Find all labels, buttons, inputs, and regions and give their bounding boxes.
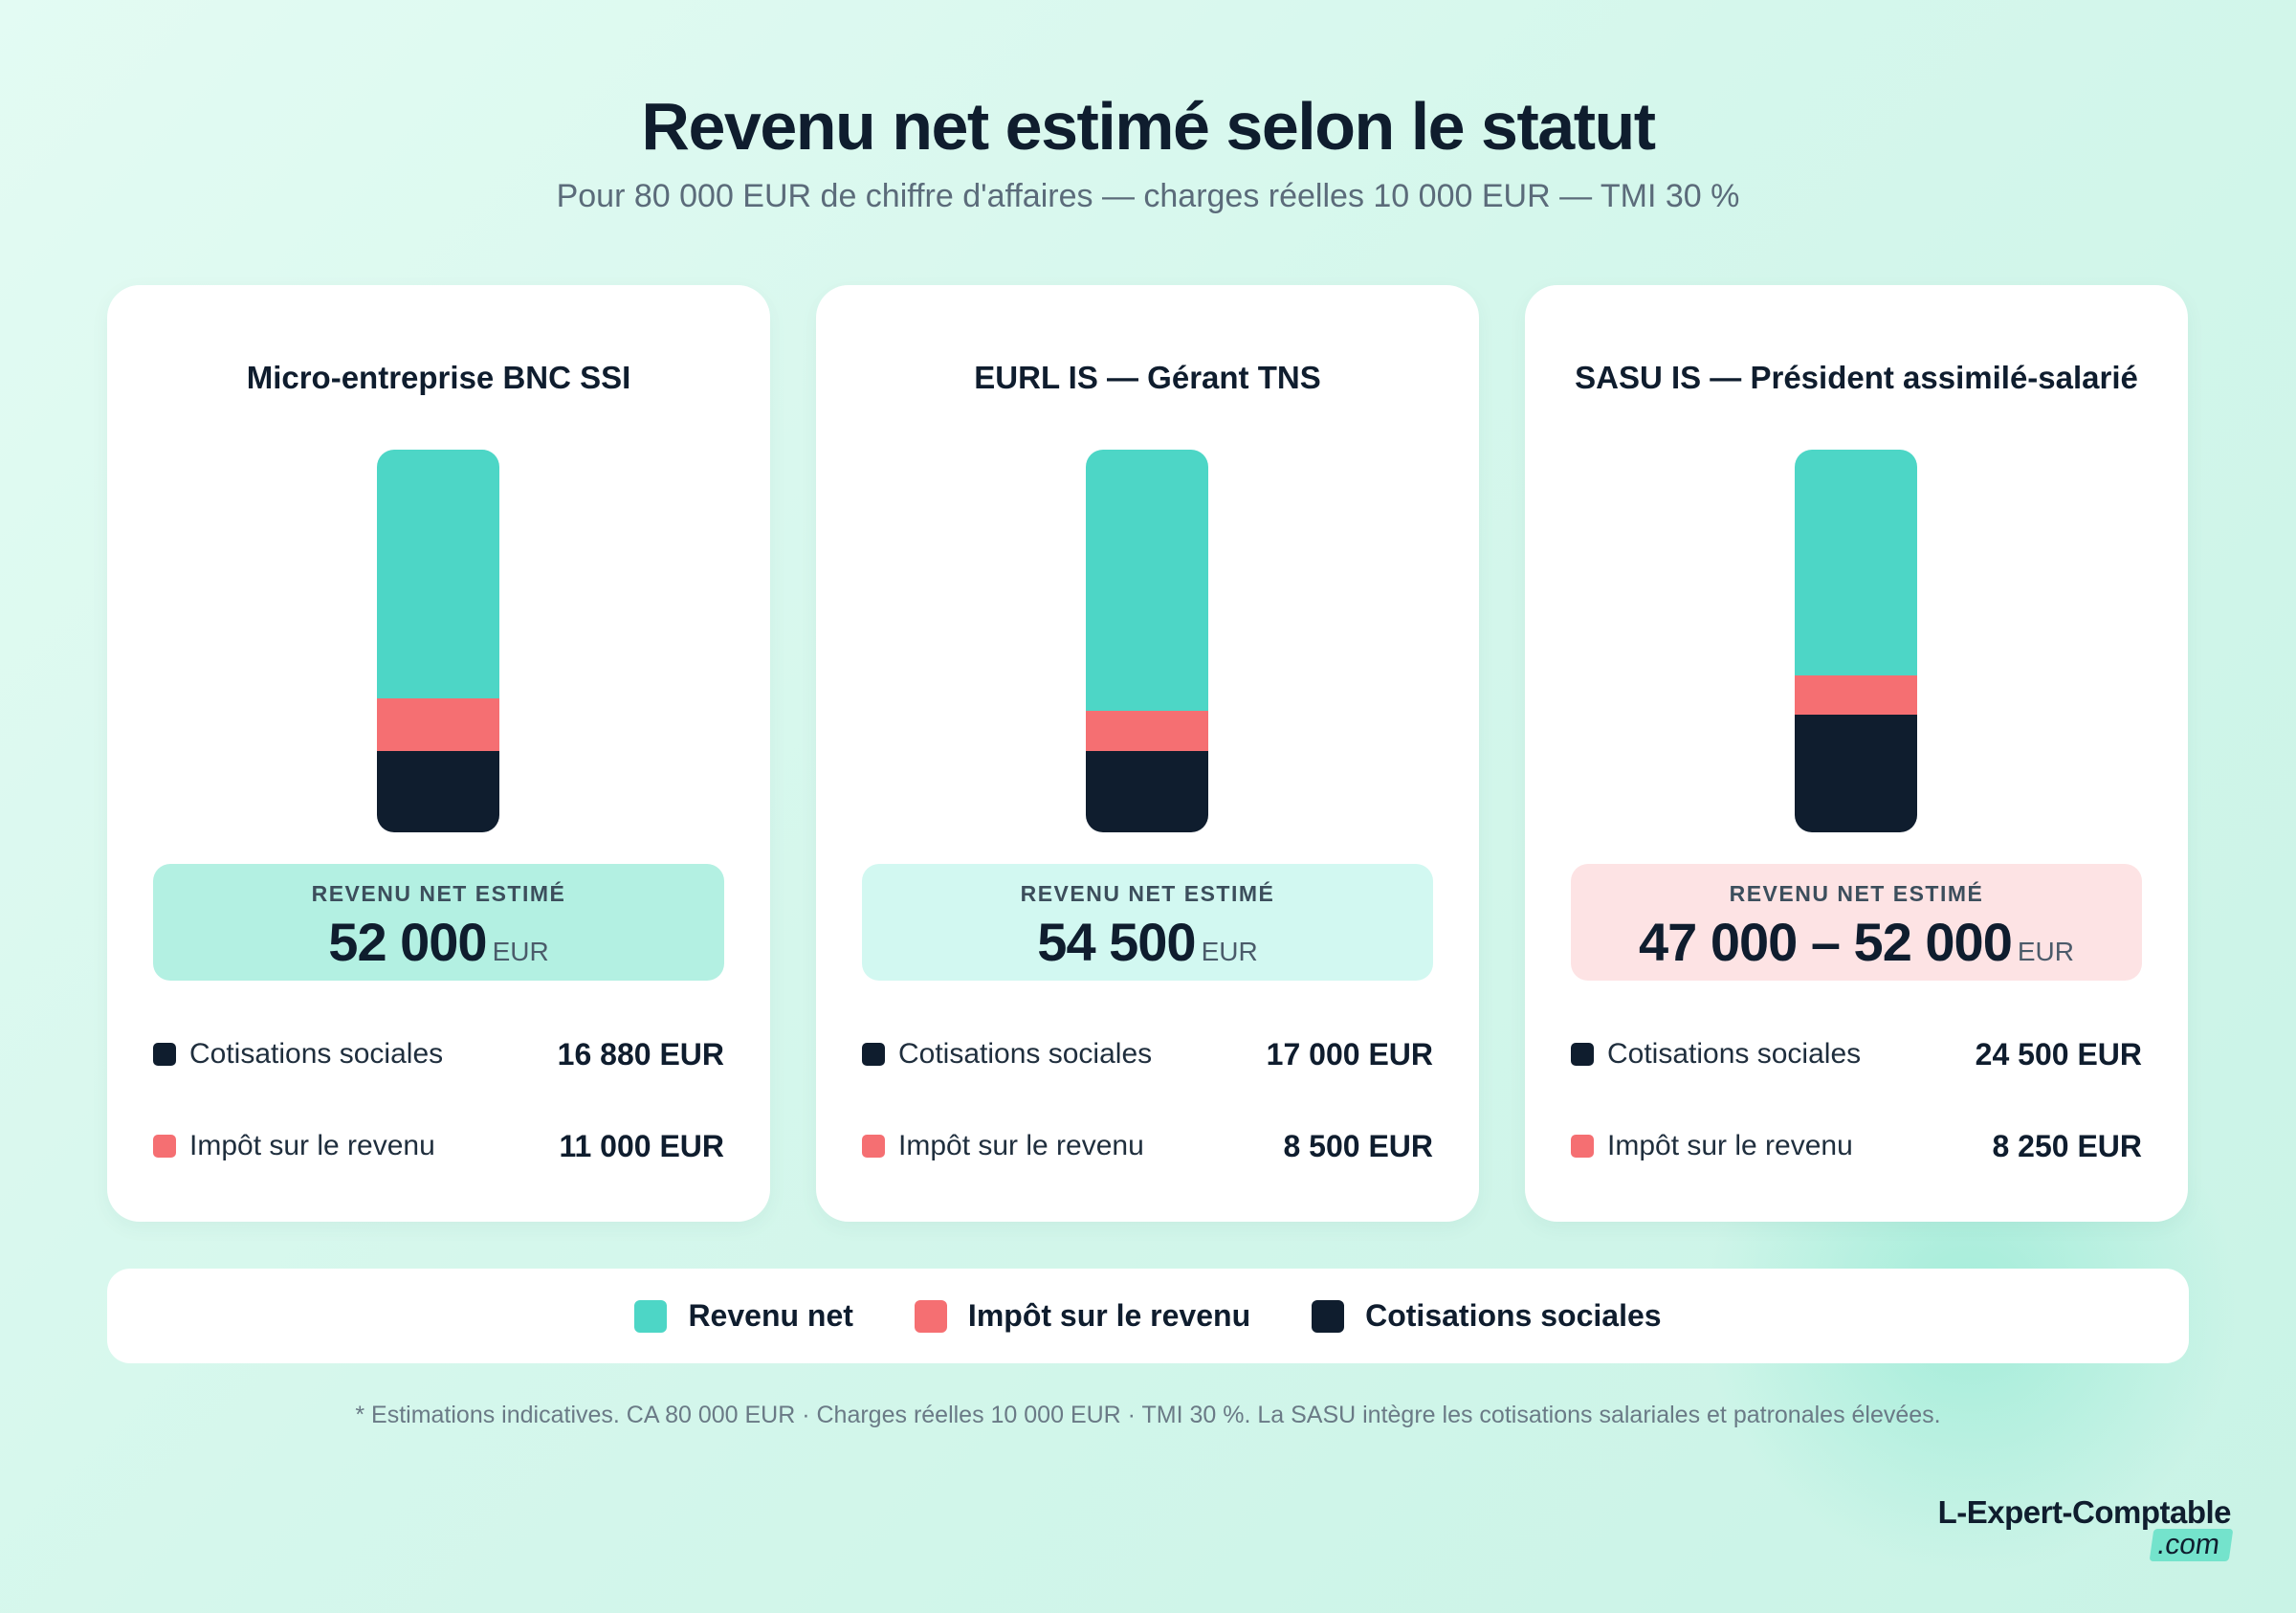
impot-row: Impôt sur le revenu 11 000 EUR <box>153 1125 724 1167</box>
impot-row: Impôt sur le revenu 8 500 EUR <box>862 1125 1433 1167</box>
legend-label-impot: Impôt sur le revenu <box>967 1298 1251 1333</box>
card-title: EURL IS — Gérant TNS <box>974 360 1321 395</box>
net-revenue-label: REVENU NET ESTIMÉ <box>311 881 566 906</box>
legend-label-cotisations: Cotisations sociales <box>1365 1298 1662 1333</box>
impot-label: Impôt sur le revenu <box>189 1130 435 1161</box>
cotisations-value: 17 000 EUR <box>1266 1036 1433 1072</box>
stacked-bar <box>377 450 499 832</box>
bar-segment-cotisations <box>377 751 499 832</box>
impot-value: 8 250 EUR <box>1992 1128 2142 1163</box>
chart-legend: Revenu net Impôt sur le revenu Cotisatio… <box>107 1269 2189 1363</box>
bar-segment-revenu-net <box>377 450 499 699</box>
net-revenue-box: REVENU NET ESTIMÉ 47 000 – 52 000 EUR <box>1571 864 2142 981</box>
bar-segment-revenu-net <box>1086 450 1208 711</box>
net-revenue-unit: EUR <box>492 937 549 966</box>
page-title: Revenu net estimé selon le statut <box>641 89 1656 164</box>
impot-value: 11 000 EUR <box>559 1128 724 1163</box>
cotisations-swatch <box>153 1043 176 1066</box>
impot-value: 8 500 EUR <box>1283 1128 1433 1163</box>
brand-suffix: .com <box>2149 1529 2234 1561</box>
status-card-micro: Micro-entreprise BNC SSI REVENU NET ESTI… <box>107 285 770 1222</box>
bar-segment-impot <box>1086 710 1208 751</box>
net-revenue-unit: EUR <box>1201 937 1258 966</box>
cotisations-value: 16 880 EUR <box>557 1036 724 1072</box>
legend-swatch-impot <box>914 1299 947 1333</box>
legend-swatch-cotisations <box>1312 1299 1345 1333</box>
cotisations-label: Cotisations sociales <box>898 1038 1153 1070</box>
brand-name: L-Expert-Comptable <box>1937 1494 2232 1530</box>
cotisations-label: Cotisations sociales <box>1607 1038 1862 1070</box>
net-revenue-value: 47 000 – 52 000 <box>1639 912 2013 972</box>
impot-label: Impôt sur le revenu <box>1607 1130 1853 1161</box>
page-subtitle: Pour 80 000 EUR de chiffre d'affaires — … <box>556 178 1740 214</box>
cotisations-swatch <box>862 1043 885 1066</box>
cotisations-row: Cotisations sociales 16 880 EUR <box>153 1033 724 1075</box>
net-revenue-unit: EUR <box>2017 937 2074 966</box>
impot-label: Impôt sur le revenu <box>898 1130 1144 1161</box>
stacked-bar <box>1795 450 1917 832</box>
legend-swatch-revenu-net <box>634 1299 668 1333</box>
cotisations-row: Cotisations sociales 17 000 EUR <box>862 1033 1433 1075</box>
status-card-eurl: EURL IS — Gérant TNS REVENU NET ESTIMÉ 5… <box>816 285 1479 1222</box>
footnote: * Estimations indicatives. CA 80 000 EUR… <box>355 1402 1941 1428</box>
impot-swatch <box>1571 1135 1594 1158</box>
card-title: Micro-entreprise BNC SSI <box>246 360 631 395</box>
bar-segment-revenu-net <box>1795 450 1917 675</box>
legend-item-impot: Impôt sur le revenu <box>914 1298 1251 1334</box>
card-title: SASU IS — Président assimilé-salarié <box>1575 360 2138 395</box>
cotisations-label: Cotisations sociales <box>189 1038 444 1070</box>
status-cards: Micro-entreprise BNC SSI REVENU NET ESTI… <box>107 285 2188 1222</box>
bar-segment-cotisations <box>1086 751 1208 832</box>
legend-item-cotisations: Cotisations sociales <box>1312 1298 1662 1334</box>
legend-item-revenu-net: Revenu net <box>634 1298 853 1334</box>
net-revenue-value: 52 000 <box>328 912 487 972</box>
net-revenue-label: REVENU NET ESTIMÉ <box>1020 881 1275 906</box>
status-card-sasu: SASU IS — Président assimilé-salarié REV… <box>1525 285 2188 1222</box>
cotisations-value: 24 500 EUR <box>1975 1036 2142 1072</box>
brand-logo: L-Expert-Comptable .com <box>1937 1494 2234 1561</box>
bar-segment-impot <box>377 698 499 752</box>
impot-swatch <box>862 1135 885 1158</box>
stacked-bar <box>1086 450 1208 832</box>
cotisations-swatch <box>1571 1043 1594 1066</box>
cotisations-row: Cotisations sociales 24 500 EUR <box>1571 1033 2142 1075</box>
net-revenue-box: REVENU NET ESTIMÉ 54 500 EUR <box>862 864 1433 981</box>
net-revenue-value: 54 500 <box>1037 912 1196 972</box>
impot-swatch <box>153 1135 176 1158</box>
bar-segment-impot <box>1795 674 1917 716</box>
net-revenue-label: REVENU NET ESTIMÉ <box>1729 881 1984 906</box>
bar-segment-cotisations <box>1795 715 1917 832</box>
impot-row: Impôt sur le revenu 8 250 EUR <box>1571 1125 2142 1167</box>
net-revenue-box: REVENU NET ESTIMÉ 52 000 EUR <box>153 864 724 981</box>
legend-label-revenu-net: Revenu net <box>688 1298 853 1333</box>
